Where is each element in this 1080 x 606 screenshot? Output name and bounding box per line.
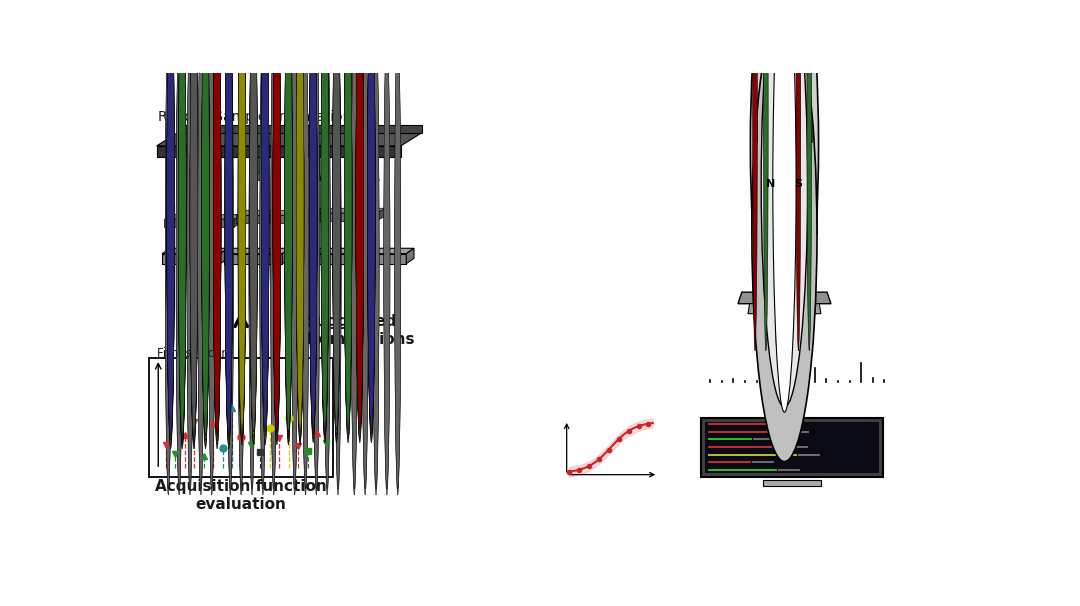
Bar: [251, 204, 257, 209]
Ellipse shape: [394, 26, 401, 489]
Ellipse shape: [362, 32, 368, 495]
Ellipse shape: [367, 0, 375, 439]
Polygon shape: [288, 254, 347, 264]
Bar: [310, 202, 316, 207]
Ellipse shape: [178, 0, 186, 449]
FancyBboxPatch shape: [149, 358, 333, 477]
Polygon shape: [701, 418, 882, 477]
Bar: [368, 211, 375, 216]
Bar: [179, 208, 186, 213]
Ellipse shape: [227, 32, 233, 495]
Ellipse shape: [273, 0, 281, 441]
Ellipse shape: [261, 0, 269, 445]
Ellipse shape: [309, 0, 318, 438]
Text: S: S: [795, 179, 802, 189]
Ellipse shape: [296, 0, 303, 436]
Ellipse shape: [356, 0, 364, 433]
Bar: [285, 204, 292, 209]
Ellipse shape: [383, 26, 390, 489]
Bar: [334, 202, 339, 207]
Ellipse shape: [213, 0, 221, 436]
Polygon shape: [406, 248, 414, 264]
Ellipse shape: [208, 26, 215, 489]
Text: ML-driven Robotic Platform
for Electrolyte Screening: ML-driven Robotic Platform for Electroly…: [296, 290, 640, 333]
Polygon shape: [764, 119, 768, 142]
Ellipse shape: [190, 0, 198, 449]
Ellipse shape: [260, 26, 266, 489]
Ellipse shape: [356, 0, 364, 439]
Polygon shape: [235, 210, 314, 215]
Ellipse shape: [248, 26, 255, 489]
Polygon shape: [306, 210, 314, 223]
Ellipse shape: [202, 0, 210, 441]
Ellipse shape: [324, 26, 330, 489]
Ellipse shape: [321, 0, 328, 438]
Bar: [310, 207, 316, 211]
Polygon shape: [802, 235, 810, 292]
Polygon shape: [225, 248, 291, 254]
Ellipse shape: [238, 0, 246, 436]
Ellipse shape: [345, 0, 352, 435]
Ellipse shape: [202, 0, 210, 436]
Polygon shape: [177, 125, 422, 133]
Ellipse shape: [321, 0, 328, 433]
Ellipse shape: [764, 0, 768, 351]
Ellipse shape: [261, 0, 269, 436]
Bar: [262, 214, 268, 218]
Bar: [273, 214, 280, 218]
Ellipse shape: [190, 0, 198, 444]
Ellipse shape: [248, 32, 255, 495]
Ellipse shape: [225, 0, 232, 444]
Ellipse shape: [249, 0, 257, 441]
Ellipse shape: [238, 0, 246, 432]
Bar: [368, 202, 375, 207]
Bar: [356, 207, 363, 211]
Ellipse shape: [238, 0, 246, 441]
Ellipse shape: [394, 32, 401, 495]
Ellipse shape: [261, 0, 269, 432]
Bar: [214, 213, 220, 218]
Ellipse shape: [383, 32, 390, 495]
Ellipse shape: [367, 0, 375, 443]
Ellipse shape: [190, 0, 198, 445]
Bar: [202, 213, 208, 218]
Ellipse shape: [284, 0, 293, 441]
Ellipse shape: [261, 0, 269, 436]
Bar: [191, 213, 197, 218]
Ellipse shape: [313, 32, 320, 495]
Ellipse shape: [333, 0, 340, 439]
Polygon shape: [348, 248, 414, 254]
Ellipse shape: [271, 32, 276, 495]
Ellipse shape: [292, 26, 298, 489]
Ellipse shape: [345, 0, 352, 430]
Polygon shape: [377, 208, 387, 221]
Ellipse shape: [335, 32, 341, 495]
Polygon shape: [759, 235, 767, 292]
Ellipse shape: [753, 0, 757, 351]
Bar: [297, 214, 303, 218]
Bar: [297, 209, 303, 214]
Ellipse shape: [284, 0, 293, 432]
FancyBboxPatch shape: [701, 344, 894, 388]
Polygon shape: [785, 119, 789, 142]
Bar: [345, 211, 351, 216]
Bar: [214, 208, 220, 213]
Ellipse shape: [309, 0, 318, 430]
Ellipse shape: [225, 0, 232, 449]
Polygon shape: [807, 119, 811, 142]
Text: Robotic Sample Preparation: Robotic Sample Preparation: [159, 110, 352, 124]
Ellipse shape: [202, 0, 210, 445]
Text: Fitness score: Fitness score: [157, 347, 233, 360]
Ellipse shape: [190, 0, 198, 441]
Ellipse shape: [296, 0, 303, 441]
Bar: [310, 211, 316, 216]
Ellipse shape: [309, 0, 318, 439]
Polygon shape: [220, 248, 228, 264]
Ellipse shape: [178, 0, 186, 436]
Bar: [251, 214, 257, 218]
Ellipse shape: [367, 0, 375, 438]
Bar: [239, 204, 245, 209]
Bar: [345, 202, 351, 207]
Bar: [273, 204, 280, 209]
